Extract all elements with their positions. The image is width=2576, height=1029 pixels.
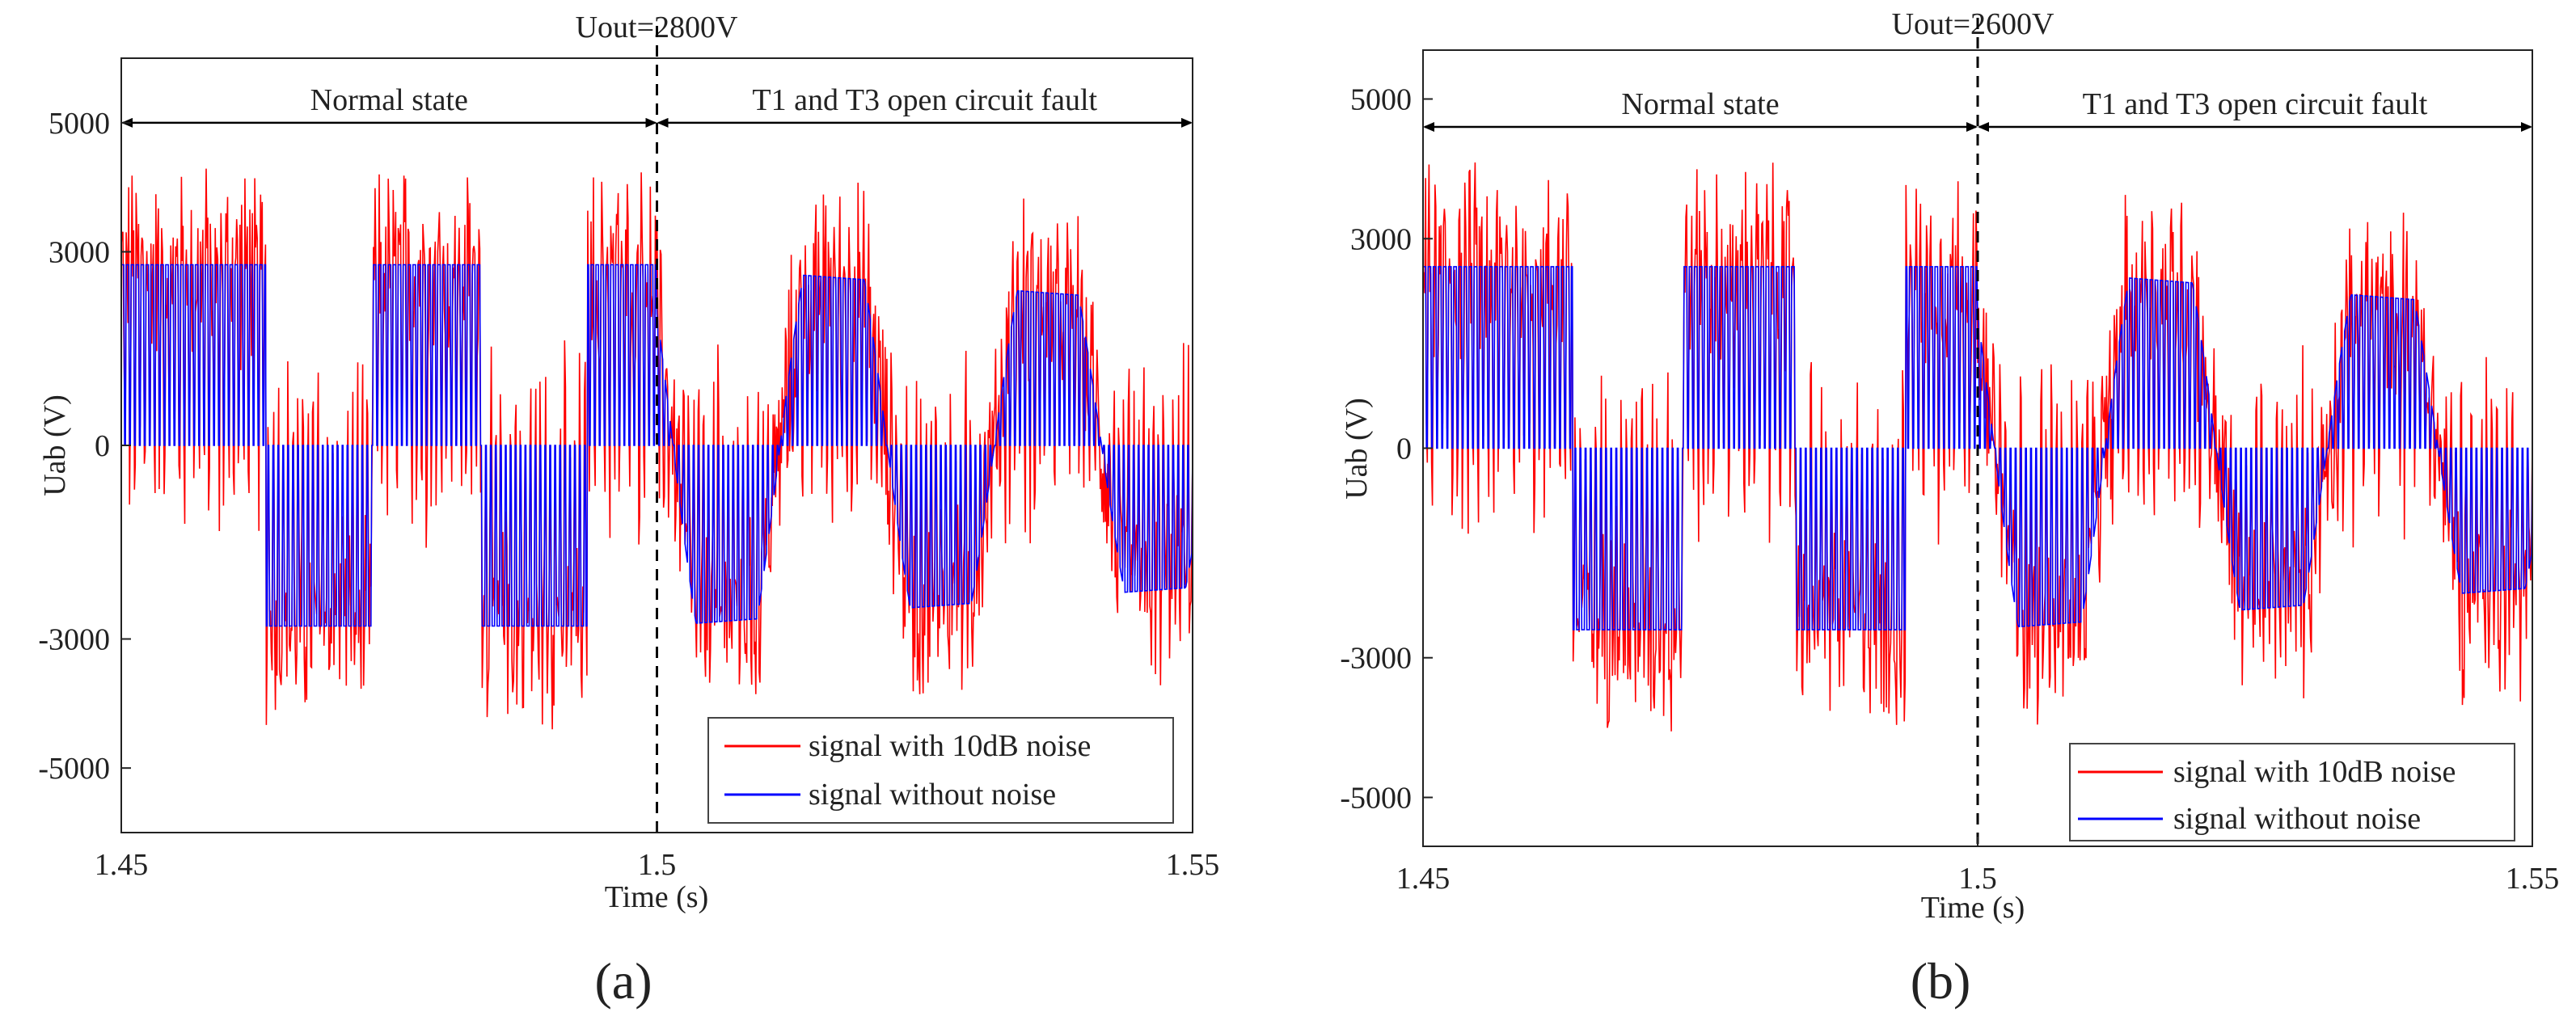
y-tick-label: -3000 (38, 623, 110, 657)
x-tick-label: 1.45 (1396, 862, 1451, 896)
region-label: Normal state (310, 83, 468, 117)
x-axis-label: Time (s) (605, 880, 708, 914)
chart-title: Uout=2600V (1892, 7, 2054, 41)
y-tick-label: 0 (1396, 432, 1412, 466)
x-tick-label: 1.5 (1958, 862, 1997, 896)
y-tick-label: -5000 (38, 752, 110, 786)
region-label: T1 and T3 open circuit fault (2083, 87, 2428, 121)
y-tick-label: 5000 (1350, 82, 1412, 116)
series-line-clean (121, 264, 1193, 627)
legend-box (2069, 743, 2515, 841)
panel-label: (b) (1911, 952, 1971, 1010)
y-tick-label: 0 (95, 429, 110, 463)
legend: signal with 10dB noise signal without no… (707, 717, 1174, 824)
y-tick-label: -3000 (1340, 642, 1412, 676)
y-tick-label: 3000 (1350, 222, 1412, 256)
x-tick-label: 1.5 (638, 848, 677, 882)
x-tick-label: 1.55 (1166, 848, 1220, 882)
y-axis-label: Uab (V) (1340, 398, 1374, 500)
y-tick-label: 3000 (49, 236, 110, 270)
legend: signal with 10dB noise signal without no… (2069, 743, 2515, 841)
region-label: T1 and T3 open circuit fault (752, 83, 1097, 117)
y-tick-label: -5000 (1340, 782, 1412, 816)
legend-label-clean: signal without noise (2173, 802, 2421, 836)
legend-label-clean: signal without noise (809, 778, 1056, 812)
x-tick-label: 1.55 (2506, 862, 2560, 896)
region-label: Normal state (1621, 87, 1779, 121)
chart-panel-b: Uout=2600V Uab (V) Time (s) (b) Normal s… (1340, 7, 2559, 1010)
legend-label-noisy: signal with 10dB noise (2173, 755, 2456, 789)
x-tick-label: 1.45 (95, 848, 149, 882)
y-tick-label: 5000 (49, 107, 110, 141)
plot-area (121, 168, 1193, 730)
series-line-noisy (121, 168, 1193, 730)
chart-panel-a: Uout=2800V Uab (V) Time (s) (a) Normal s… (38, 11, 1219, 1010)
series-line-noisy (1423, 162, 2532, 732)
legend-box (707, 717, 1174, 824)
legend-label-noisy: signal with 10dB noise (809, 729, 1091, 763)
panel-label: (a) (594, 952, 652, 1010)
y-axis-label: Uab (V) (38, 394, 72, 496)
plot-frame (120, 57, 1193, 833)
x-axis-label: Time (s) (1921, 891, 2025, 925)
